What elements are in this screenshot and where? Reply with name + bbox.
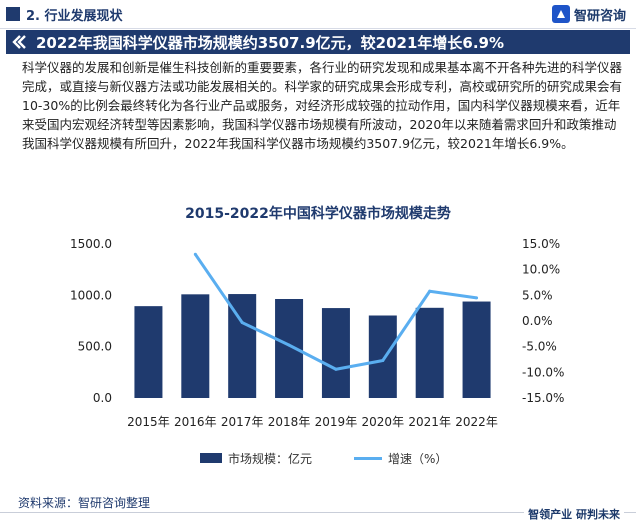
right-tick-label: 0.0% [522,314,553,328]
top-bar: 2. 行业发展现状 智研咨询 [0,0,636,29]
x-tick-label: 2021年 [408,415,451,429]
bar-2015年 [134,306,163,398]
chart-title: 2015-2022年中国科学仪器市场规模走势 [185,206,451,222]
right-tick-label: -10.0% [522,365,564,379]
footer-tagline: 智领产业 研判未来 [524,506,624,522]
section-label: 2. 行业发展现状 [26,8,123,24]
left-tick-label: 1000.0 [70,288,112,302]
right-tick-label: -15.0% [522,391,564,405]
growth-point-2019年 [334,367,338,371]
growth-point-2018年 [287,343,291,347]
x-tick-label: 2018年 [268,415,311,429]
growth-point-2022年 [475,296,479,300]
right-tick-label: 5.0% [522,288,553,302]
section-header: 2. 行业发展现状 [0,0,123,28]
right-tick-label: 15.0% [522,237,560,251]
bar-2022年 [462,301,491,398]
x-tick-label: 2019年 [315,415,358,429]
chart-legend: 市场规模：亿元 增速（%） [200,448,460,468]
growth-point-2017年 [240,321,244,325]
legend-line-swatch [354,456,383,460]
left-tick-label: 1500.0 [70,237,112,251]
footer-divider [0,512,636,513]
right-tick-label: -5.0% [522,340,557,354]
source-note: 资料来源：智研咨询整理 [18,496,151,510]
growth-point-2020年 [381,359,385,363]
legend-bar-label: 市场规模：亿元 [228,451,313,466]
x-tick-label: 2016年 [174,415,217,429]
legend-line-label: 增速（%） [388,451,448,466]
logo-icon [551,5,570,23]
x-tick-label: 2022年 [455,415,498,429]
brand-logo: 智研咨询 [551,5,626,24]
headline-banner: 2022年我国科学仪器市场规模约3507.9亿元，较2021年增长6.9% [6,30,630,54]
double-chevron-icon [12,35,26,49]
growth-point-2016年 [193,252,197,256]
logo-text: 智研咨询 [573,8,626,24]
left-tick-label: 0.0 [93,391,112,405]
x-tick-label: 2017年 [221,415,264,429]
right-tick-label: 10.0% [522,263,560,277]
legend-bar-swatch [200,453,222,463]
bar-2021年 [415,307,444,398]
section-marker [6,7,20,21]
left-tick-label: 500.0 [78,340,112,354]
bar-2016年 [181,294,210,398]
headline-text: 2022年我国科学仪器市场规模约3507.9亿元，较2021年增长6.9% [36,33,504,52]
x-tick-label: 2015年 [127,415,170,429]
growth-point-2021年 [428,289,432,293]
bar-2019年 [321,308,350,398]
x-tick-label: 2020年 [362,415,405,429]
description-paragraph: 科学仪器的发展和创新是催生科技创新的重要要素，各行业的研究发现和成果基本离不开各… [22,60,623,151]
bar-2020年 [368,315,397,398]
